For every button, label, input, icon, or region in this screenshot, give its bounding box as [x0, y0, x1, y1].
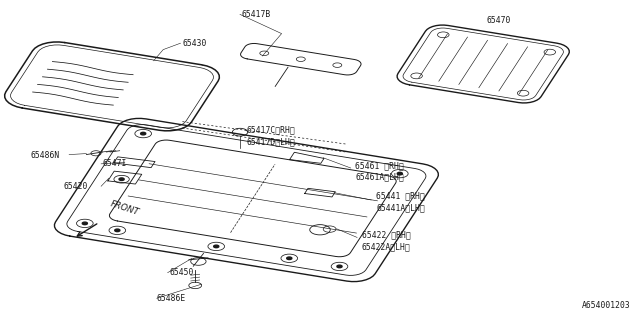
Text: 65422 〈RH〉: 65422 〈RH〉 [362, 231, 410, 240]
Text: 65450: 65450 [170, 268, 194, 277]
Text: 65486E: 65486E [157, 294, 186, 303]
Text: 65470: 65470 [486, 16, 511, 25]
Text: 6547I: 6547I [102, 159, 127, 168]
Text: 65422A〈LH〉: 65422A〈LH〉 [362, 242, 410, 251]
Circle shape [83, 222, 88, 225]
Text: 65417D〈LH〉: 65417D〈LH〉 [246, 137, 295, 146]
Text: 65441A〈LH〉: 65441A〈LH〉 [376, 203, 425, 212]
Circle shape [397, 172, 403, 175]
Circle shape [287, 257, 292, 260]
Text: 65441 〈RH〉: 65441 〈RH〉 [376, 191, 425, 200]
Text: 65417B: 65417B [242, 10, 271, 19]
Text: 65486N: 65486N [31, 151, 60, 160]
Text: 65461 〈RH〉: 65461 〈RH〉 [355, 161, 404, 170]
Text: FRONT: FRONT [109, 200, 140, 218]
Text: 65461A〈LH〉: 65461A〈LH〉 [355, 172, 404, 181]
Text: 65420: 65420 [64, 182, 88, 191]
Text: 65430: 65430 [182, 39, 207, 48]
Circle shape [115, 229, 120, 232]
Circle shape [214, 245, 219, 248]
Text: A654001203: A654001203 [582, 301, 630, 310]
Text: 65417C〈RH〉: 65417C〈RH〉 [246, 125, 295, 134]
Circle shape [337, 265, 342, 268]
Circle shape [141, 132, 146, 135]
Circle shape [119, 178, 124, 180]
